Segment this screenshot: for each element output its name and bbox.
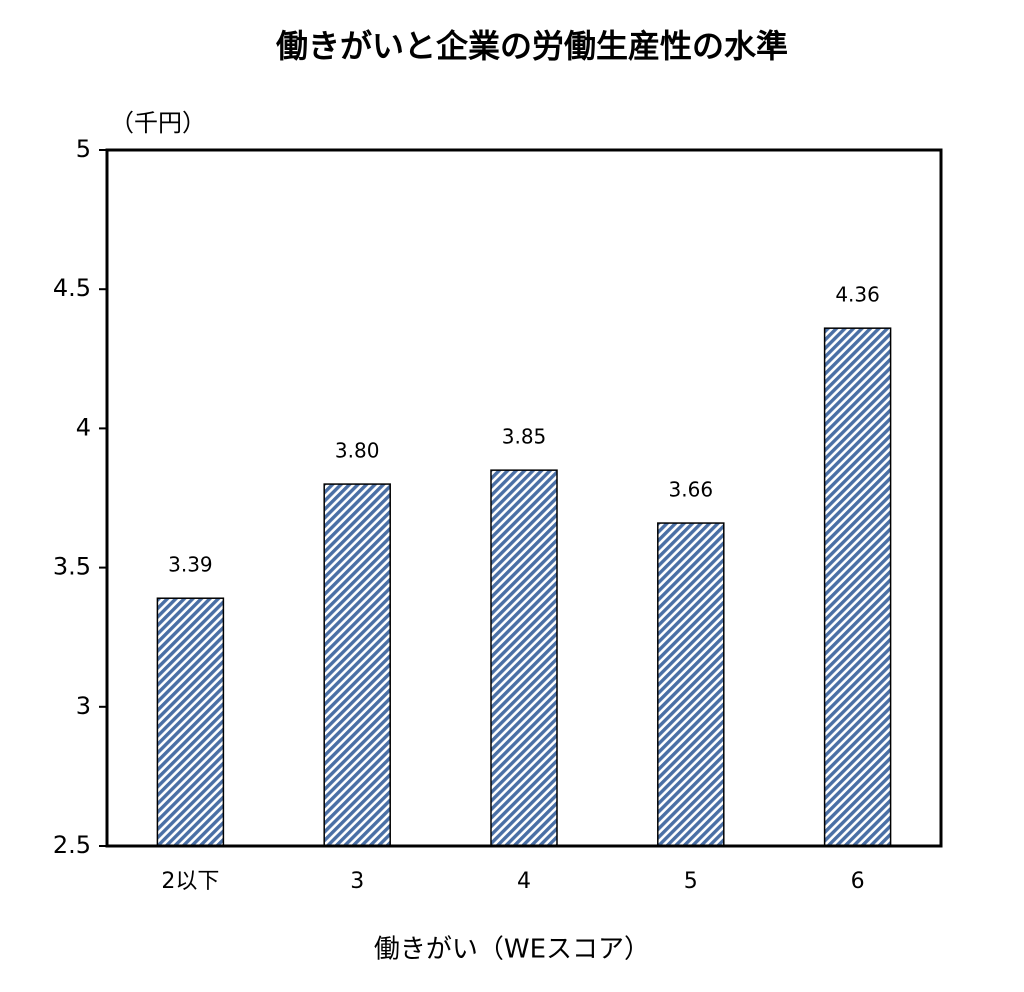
y-tick-label: 2.5	[53, 831, 91, 859]
y-unit-label: （千円）	[110, 109, 206, 137]
value-label: 3.66	[669, 478, 714, 502]
x-axis-label: 働きがい（WEスコア）	[374, 935, 650, 965]
plot-frame	[105, 148, 943, 848]
x-tick-label: 4	[517, 869, 531, 894]
y-tick-label: 5	[76, 135, 91, 163]
bar	[490, 469, 558, 847]
bar	[156, 597, 225, 847]
value-label: 3.80	[335, 439, 380, 463]
bar	[323, 483, 391, 847]
value-label: 4.36	[835, 283, 880, 307]
chart-title: 働きがいと企業の労働生産性の水準	[276, 27, 788, 65]
value-label: 3.39	[168, 553, 213, 577]
x-tick-label: 5	[684, 869, 698, 894]
bar	[823, 327, 892, 847]
y-tick-label: 3.5	[53, 553, 91, 581]
y-tick-label: 3	[76, 692, 91, 720]
x-tick-label: 3	[350, 869, 364, 894]
x-tick-label: 6	[851, 869, 865, 894]
x-tick-label: 2以下	[161, 869, 219, 894]
bar	[657, 522, 725, 847]
value-label: 3.85	[502, 425, 547, 449]
y-tick-label: 4.5	[53, 274, 91, 302]
y-tick-label: 4	[76, 413, 91, 441]
